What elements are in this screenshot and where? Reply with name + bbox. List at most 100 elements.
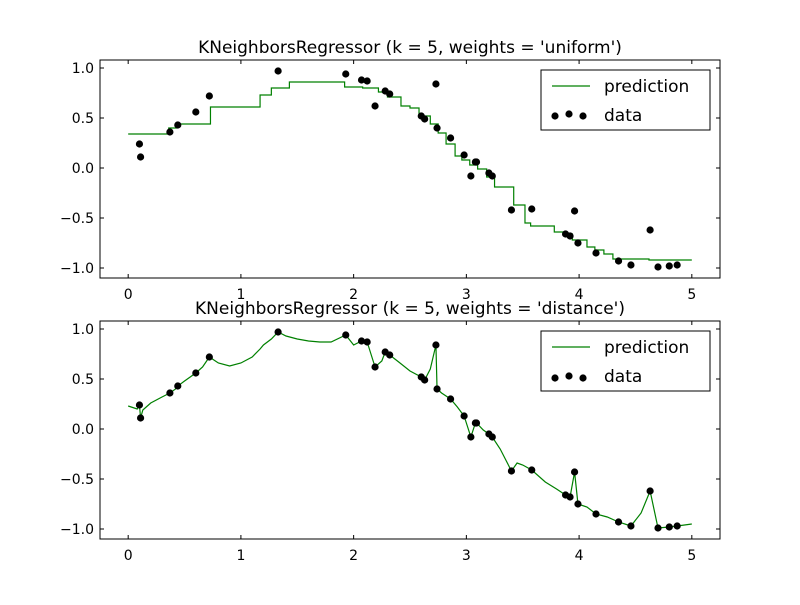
data-point <box>192 369 200 377</box>
subplot-distance: KNeighborsRegressor (k = 5, weights = 'd… <box>60 299 721 564</box>
legend-box <box>540 69 711 131</box>
y-tick-label: 0.5 <box>72 111 94 127</box>
data-point <box>421 376 429 384</box>
data-point <box>342 331 350 339</box>
x-tick-label: 4 <box>575 287 584 303</box>
data-point <box>570 468 579 476</box>
legend-box <box>540 330 711 392</box>
data-point <box>386 90 394 98</box>
x-tick-label: 0 <box>124 548 133 564</box>
data-point <box>460 412 468 420</box>
data-point <box>357 76 366 84</box>
data-point <box>460 151 468 159</box>
y-tick-label: 0.0 <box>72 161 94 177</box>
legend: prediction data <box>540 69 711 131</box>
legend: prediction data <box>540 330 711 392</box>
data-point <box>467 433 475 441</box>
data-point <box>174 121 182 129</box>
data-point <box>135 140 144 148</box>
y-tick-label: 0.0 <box>72 422 94 438</box>
x-tick-label: 1 <box>236 548 245 564</box>
x-tick-label: 2 <box>349 548 358 564</box>
data-point <box>467 172 475 180</box>
y-tick-label: 0.5 <box>72 372 94 388</box>
data-point <box>614 257 623 265</box>
x-tick-label: 5 <box>687 548 696 564</box>
y-tick-label: −0.5 <box>60 472 94 488</box>
x-tick-label: 3 <box>462 548 471 564</box>
data-point <box>488 172 496 180</box>
y-tick-label: −1.0 <box>60 261 94 277</box>
data-point <box>627 522 635 530</box>
x-tick-label: 5 <box>687 287 696 303</box>
data-point <box>654 263 662 271</box>
data-point <box>174 382 182 390</box>
prediction-line <box>127 331 692 529</box>
x-tick-label: 3 <box>462 287 471 303</box>
data-point <box>646 487 654 495</box>
data-point <box>665 523 673 531</box>
legend-data-marker <box>565 372 573 380</box>
data-point <box>357 337 366 345</box>
data-point <box>472 419 481 427</box>
data-point <box>665 262 673 270</box>
legend-data-label: data <box>604 106 642 126</box>
data-point <box>673 522 681 530</box>
x-tick-label: 1 <box>236 287 245 303</box>
data-point <box>592 510 600 518</box>
legend-prediction-label: prediction <box>604 338 689 358</box>
data-point <box>433 124 441 132</box>
axes-frame <box>99 320 721 540</box>
data-point <box>274 328 282 336</box>
data-point <box>371 102 379 110</box>
data-point <box>574 500 582 508</box>
data-point <box>136 414 145 422</box>
data-point <box>205 353 213 361</box>
data-point <box>363 77 371 85</box>
data-point <box>192 108 200 116</box>
data-point <box>432 341 440 349</box>
data-point <box>363 338 371 346</box>
legend-data-marker <box>579 374 587 382</box>
data-point <box>566 493 574 501</box>
x-tick-label: 0 <box>124 287 133 303</box>
data-point <box>421 115 429 123</box>
data-point <box>574 239 582 247</box>
legend-data-marker <box>565 110 573 118</box>
data-point <box>627 261 635 269</box>
data-point <box>386 351 394 359</box>
data-point <box>566 232 574 240</box>
data-point <box>472 158 481 166</box>
data-point <box>507 206 516 214</box>
data-point <box>433 385 441 393</box>
chart-title: KNeighborsRegressor (k = 5, weights = 'u… <box>198 38 622 58</box>
axes-frame <box>99 59 721 279</box>
data-point <box>166 389 174 397</box>
plot-area <box>128 67 692 271</box>
data-point <box>432 80 440 88</box>
data-point <box>528 466 536 474</box>
data-point <box>166 128 174 136</box>
axis-ticks: 0 1 2 3 4 5 −1.0 −0.5 0.0 0.5 1.0 <box>60 60 720 303</box>
data-point <box>488 433 496 441</box>
data-point <box>614 518 623 526</box>
x-tick-label: 2 <box>349 287 358 303</box>
data-point <box>446 134 455 142</box>
data-point <box>570 207 579 215</box>
legend-data-marker <box>579 112 587 120</box>
data-point <box>371 363 379 371</box>
data-point <box>528 205 536 213</box>
y-tick-label: −1.0 <box>60 522 94 538</box>
data-point <box>342 70 350 78</box>
y-tick-label: 1.0 <box>72 322 94 338</box>
data-point <box>654 524 662 532</box>
data-point <box>592 249 600 257</box>
y-tick-label: 1.0 <box>72 61 94 77</box>
legend-data-marker <box>551 374 559 382</box>
x-tick-label: 4 <box>575 548 584 564</box>
legend-prediction-label: prediction <box>604 77 689 97</box>
data-point <box>274 67 282 75</box>
data-point <box>135 401 144 409</box>
